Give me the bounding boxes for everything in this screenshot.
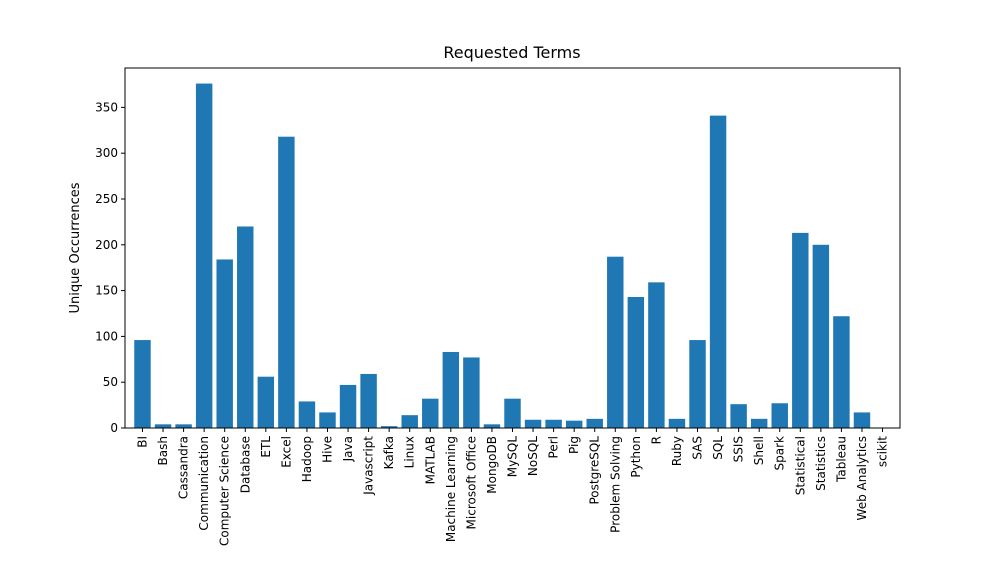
bar-excel	[278, 136, 295, 429]
bar-statistics	[812, 244, 830, 428]
y-axis-ticks: 0 50 100 150 200 250 300 350	[95, 100, 125, 435]
bar-hadoop	[298, 401, 316, 428]
bar-tableau	[833, 316, 850, 428]
x-tick-label: Web Analytics	[855, 436, 869, 520]
bar-kafka	[380, 426, 398, 428]
bar-statistical	[792, 232, 809, 428]
bar-linux	[401, 415, 418, 428]
x-tick-label: scikit	[876, 436, 890, 467]
x-tick-label: SQL	[711, 436, 725, 460]
x-tick-label: SSIS	[732, 436, 746, 462]
x-axis-ticks: BI Bash Cassandra Communication Computer Sci…	[135, 428, 890, 546]
x-tick-label: Ruby	[670, 436, 684, 466]
bar-bash	[154, 424, 172, 428]
x-tick-label: Cassandra	[177, 436, 191, 499]
x-tick-label: Hive	[320, 436, 334, 463]
x-tick-label: Statistical	[793, 436, 807, 495]
x-tick-label: Hadoop	[300, 436, 314, 482]
x-tick-label: NoSQL	[526, 436, 540, 476]
y-tick-label: 150	[95, 284, 118, 298]
x-tick-label: Machine Learning	[444, 436, 458, 542]
x-tick-label: Problem Solving	[608, 436, 622, 533]
y-tick-label: 100	[95, 329, 118, 343]
x-tick-label: Communication	[197, 436, 211, 531]
bar-sql	[709, 115, 727, 428]
bar-shell	[750, 418, 768, 428]
x-tick-label: Javascript	[362, 436, 376, 496]
x-tick-label: Python	[629, 436, 643, 478]
bar-web-analytics	[853, 412, 871, 428]
x-tick-label: Microsoft Office	[464, 436, 478, 529]
x-tick-label: ETL	[259, 436, 273, 458]
x-tick-label: Linux	[403, 436, 417, 468]
y-tick-label: 200	[95, 238, 118, 252]
y-tick-label: 350	[95, 100, 118, 114]
x-tick-label: Spark	[773, 436, 787, 471]
bar-mongodb	[483, 424, 501, 428]
bars-group	[134, 83, 871, 429]
bar-microsoft-office	[463, 357, 480, 428]
x-tick-label: PostgreSQL	[588, 436, 602, 505]
y-tick-label: 0	[110, 421, 118, 435]
plot-area-frame	[124, 67, 901, 429]
bar-javascript	[360, 373, 377, 428]
y-tick-label: 300	[95, 146, 118, 160]
y-axis-label: Unique Occurrences	[68, 182, 83, 313]
bar-communication	[195, 83, 213, 429]
x-tick-label: SAS	[691, 436, 705, 460]
bar-spark	[771, 403, 788, 428]
bar-java	[339, 384, 357, 428]
bar-ssis	[730, 404, 747, 428]
x-tick-label: Excel	[279, 436, 293, 468]
bar-r	[648, 282, 665, 428]
x-tick-label: R	[649, 436, 663, 444]
bar-pig	[565, 420, 583, 428]
bar-computer-science	[216, 259, 233, 428]
bar-problem-solving	[607, 256, 624, 428]
x-tick-label: MySQL	[506, 436, 520, 478]
bar-cassandra	[175, 424, 192, 428]
x-tick-label: Pig	[567, 436, 581, 454]
bar-perl	[545, 419, 562, 428]
x-tick-label: Bash	[156, 436, 170, 465]
bar-ruby	[668, 418, 686, 428]
x-tick-label: Database	[238, 436, 252, 493]
chart-title: Requested Terms	[443, 43, 580, 62]
x-tick-label: Kafka	[382, 436, 396, 469]
bar-bi	[134, 340, 151, 428]
x-tick-label: Shell	[752, 436, 766, 465]
bar-sas	[689, 340, 706, 428]
bar-postgresql	[586, 418, 603, 428]
x-tick-label: Computer Science	[218, 436, 232, 546]
bar-nosql	[524, 419, 542, 428]
bar-machine-learning	[442, 351, 460, 428]
x-tick-label: Java	[341, 436, 355, 462]
x-tick-label: Tableau	[834, 436, 848, 483]
bar-mysql	[504, 398, 521, 428]
x-tick-label: BI	[135, 436, 149, 448]
y-tick-label: 50	[103, 375, 118, 389]
x-tick-label: Statistics	[814, 436, 828, 491]
bar-etl	[257, 376, 275, 428]
y-tick-label: 250	[95, 192, 118, 206]
bar-database	[237, 226, 254, 428]
x-tick-label: MATLAB	[423, 436, 437, 484]
bar-hive	[319, 412, 336, 428]
x-tick-label: Perl	[547, 436, 561, 458]
x-tick-label: MongoDB	[485, 436, 499, 494]
bar-matlab	[422, 398, 439, 428]
bar-python	[627, 297, 645, 428]
